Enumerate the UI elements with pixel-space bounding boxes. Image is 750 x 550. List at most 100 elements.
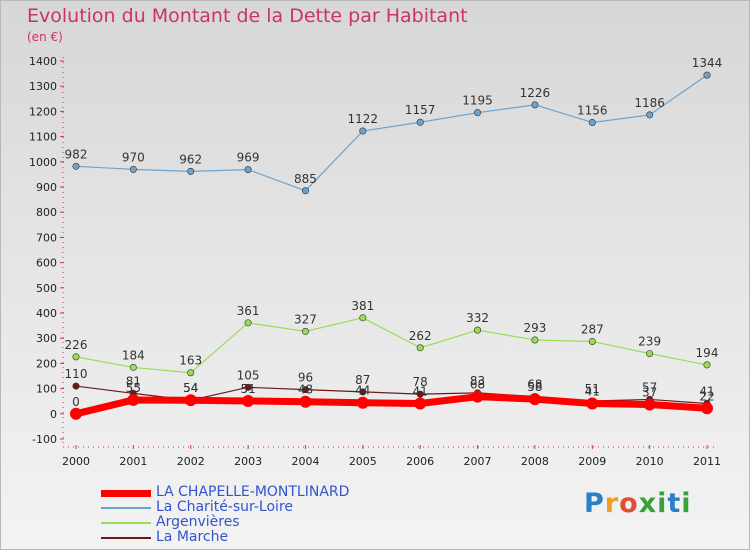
data-point bbox=[187, 369, 195, 377]
logo-letter: i bbox=[681, 488, 692, 519]
data-label: 110 bbox=[65, 367, 88, 381]
data-point bbox=[359, 127, 367, 135]
data-label: 1157 bbox=[405, 103, 436, 117]
data-label: 1156 bbox=[577, 103, 608, 117]
data-label: 81 bbox=[126, 374, 141, 388]
data-label: 226 bbox=[65, 338, 88, 352]
legend-label: La Charité-sur-Loire bbox=[156, 499, 294, 515]
x-tick-label: 2002 bbox=[177, 455, 205, 468]
legend-item: LA CHAPELLE-MONTLINARD bbox=[101, 485, 349, 500]
legend-label: LA CHAPELLE-MONTLINARD bbox=[156, 484, 350, 500]
y-tick-label: 300 bbox=[36, 332, 57, 345]
legend-item: La Charité-sur-Loire bbox=[101, 500, 349, 515]
logo-letter: P bbox=[584, 488, 605, 519]
data-label: 55 bbox=[126, 381, 141, 395]
y-tick-label: 600 bbox=[36, 257, 57, 270]
data-point bbox=[528, 393, 541, 406]
data-point bbox=[70, 407, 82, 420]
data-label: 41 bbox=[699, 384, 714, 398]
data-label: 78 bbox=[413, 375, 428, 389]
chart-title: Evolution du Montant de la Dette par Hab… bbox=[27, 5, 468, 27]
x-tick-label: 2009 bbox=[578, 455, 606, 468]
data-label: 332 bbox=[466, 311, 489, 325]
data-point bbox=[127, 393, 140, 406]
data-label: 51 bbox=[585, 382, 600, 396]
data-point bbox=[531, 101, 539, 109]
data-label: 1195 bbox=[462, 94, 493, 108]
x-tick-label: 2008 bbox=[521, 455, 549, 468]
legend-item: La Marche bbox=[101, 530, 349, 545]
logo-letter: r bbox=[604, 488, 620, 519]
data-label: 68 bbox=[527, 378, 542, 392]
data-label: 37 bbox=[642, 385, 657, 399]
data-label: 885 bbox=[294, 172, 317, 186]
data-label: 1344 bbox=[692, 56, 723, 70]
data-point bbox=[416, 118, 424, 126]
legend: LA CHAPELLE-MONTLINARD La Charité-sur-Loi… bbox=[101, 485, 349, 545]
data-point bbox=[129, 363, 137, 371]
y-tick-label: 700 bbox=[36, 231, 57, 244]
data-label: 327 bbox=[294, 312, 317, 326]
legend-item: Argenvières bbox=[101, 515, 349, 530]
data-point bbox=[646, 350, 654, 358]
data-label: 184 bbox=[122, 348, 145, 362]
data-label: 163 bbox=[179, 354, 202, 368]
data-point bbox=[244, 319, 252, 327]
data-point bbox=[414, 397, 427, 410]
logo-letter: o bbox=[619, 488, 639, 519]
data-point bbox=[242, 394, 255, 407]
data-point bbox=[531, 336, 539, 344]
data-point bbox=[301, 187, 309, 195]
data-point bbox=[184, 394, 197, 407]
data-point bbox=[646, 111, 654, 119]
data-label: 1186 bbox=[634, 96, 665, 110]
data-label: 22 bbox=[699, 389, 714, 403]
data-label: 96 bbox=[298, 371, 313, 385]
logo-letter: t bbox=[667, 488, 682, 519]
series-line bbox=[75, 317, 708, 374]
data-point bbox=[299, 395, 312, 408]
chart-unit: (en €) bbox=[27, 30, 63, 44]
x-tick-label: 2007 bbox=[464, 455, 492, 468]
data-label: 87 bbox=[355, 373, 370, 387]
y-tick-label: 500 bbox=[36, 282, 57, 295]
data-point bbox=[356, 396, 369, 409]
data-point bbox=[72, 162, 80, 170]
data-label: 970 bbox=[122, 150, 145, 164]
data-label: 83 bbox=[470, 374, 485, 388]
legend-label: Argenvières bbox=[156, 514, 240, 530]
data-label: 51 bbox=[240, 382, 255, 396]
data-point bbox=[586, 397, 599, 410]
y-tick-label: 1100 bbox=[29, 131, 57, 144]
y-tick-label: 100 bbox=[36, 383, 57, 396]
data-point bbox=[244, 383, 252, 391]
data-label: 293 bbox=[523, 321, 546, 335]
x-tick-label: 2011 bbox=[693, 455, 721, 468]
y-tick-label: 1300 bbox=[29, 80, 57, 93]
data-point bbox=[72, 382, 80, 390]
y-tick-label: 1000 bbox=[29, 156, 57, 169]
proxiti-logo: Proxiti bbox=[584, 488, 692, 519]
y-tick-label: 1200 bbox=[29, 105, 57, 118]
data-point bbox=[588, 337, 596, 345]
data-label: 57 bbox=[642, 380, 657, 394]
data-point bbox=[416, 344, 424, 352]
x-tick-label: 2001 bbox=[119, 455, 147, 468]
data-point bbox=[72, 353, 80, 361]
data-point bbox=[701, 402, 713, 415]
legend-swatch bbox=[101, 507, 151, 509]
x-tick-label: 2004 bbox=[291, 455, 319, 468]
y-tick-label: 900 bbox=[36, 181, 57, 194]
logo-letter: x bbox=[638, 488, 658, 519]
data-point bbox=[703, 71, 711, 79]
data-point bbox=[301, 327, 309, 335]
x-tick-label: 2010 bbox=[636, 455, 664, 468]
data-label: 54 bbox=[183, 381, 198, 395]
data-label: 969 bbox=[237, 151, 260, 165]
data-label: 982 bbox=[65, 147, 88, 161]
data-label: 361 bbox=[237, 304, 260, 318]
data-label: 0 bbox=[72, 395, 80, 409]
data-label: 962 bbox=[179, 152, 202, 166]
